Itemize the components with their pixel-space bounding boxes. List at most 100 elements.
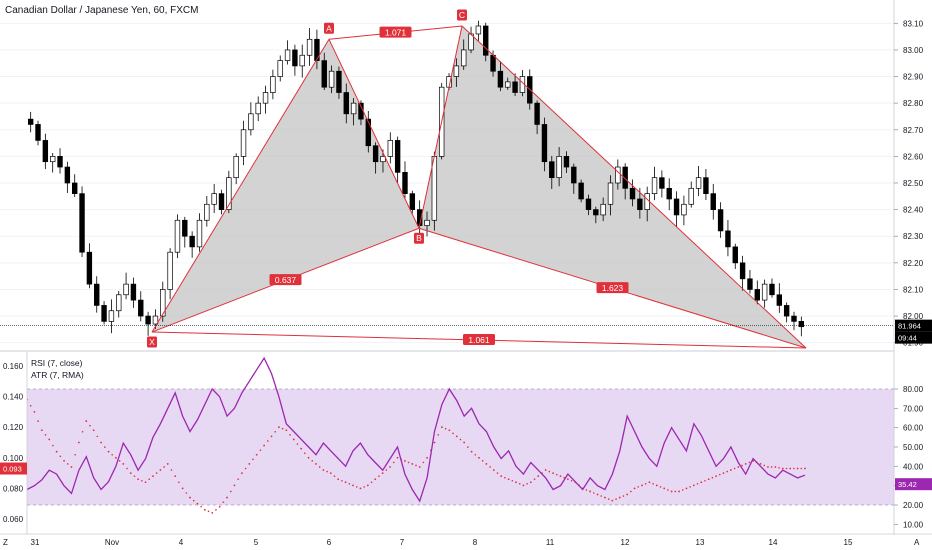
ratio-label-bcd: 1.623 <box>596 282 629 294</box>
indicator-pane[interactable]: RSI (7, close) ATR (7, RMA) <box>26 356 894 514</box>
auto-scale-button[interactable]: A <box>914 538 920 547</box>
timezone-button[interactable]: Z <box>3 538 8 547</box>
pattern-lines[interactable]: 0.637 1.071 1.623 1.061 X A B C <box>147 9 807 349</box>
atr-point <box>418 466 421 468</box>
candle-body <box>101 305 107 322</box>
atr-point <box>618 496 621 499</box>
atr-point <box>307 456 310 459</box>
atr-point <box>315 463 317 465</box>
atr-point <box>733 467 736 470</box>
candle-body <box>578 182 584 200</box>
atr-point <box>659 486 662 488</box>
atr-point <box>300 447 303 450</box>
candle-body <box>314 38 320 61</box>
atr-point <box>596 493 599 496</box>
pattern-point-c[interactable]: C <box>457 9 467 21</box>
rsi-band <box>27 389 894 505</box>
price-tick-label: 82.90 <box>903 73 924 82</box>
atr-point <box>40 429 43 432</box>
time-label: 14 <box>769 538 778 547</box>
candle-body <box>138 299 144 317</box>
atr-point <box>463 441 466 444</box>
atr-point <box>718 473 721 476</box>
atr-point <box>785 467 788 470</box>
atr-point <box>37 420 39 422</box>
candle-body <box>798 321 805 328</box>
candle-body <box>710 193 716 210</box>
candle-body <box>343 92 349 115</box>
atr-point <box>459 438 462 441</box>
candle-body <box>233 156 239 179</box>
atr-point <box>178 481 180 484</box>
atr-point <box>796 467 799 470</box>
candle-body <box>350 102 357 115</box>
rsi-tick-label: 70.00 <box>903 404 924 413</box>
pattern-point-letter: C <box>459 10 465 20</box>
atr-point <box>311 460 314 462</box>
atr-legend[interactable]: ATR (7, RMA) <box>31 370 84 380</box>
price-axis[interactable]: 83.10 83.00 82.90 82.80 82.70 82.60 82.50 82.40… <box>893 0 932 534</box>
candle-body <box>321 60 327 88</box>
atr-point <box>548 470 551 473</box>
time-label: 15 <box>844 538 853 547</box>
atr-point <box>270 435 273 438</box>
candle-body <box>72 182 78 194</box>
atr-point <box>296 443 299 445</box>
pattern-point-letter: B <box>416 233 422 243</box>
rsi-legend[interactable]: RSI (7, close) <box>31 358 83 368</box>
candle-body <box>483 25 489 56</box>
price-tick-label: 83.00 <box>903 46 924 55</box>
candle-body <box>783 305 790 317</box>
atr-point <box>363 486 365 488</box>
candle-body <box>695 177 702 189</box>
pattern-point-bg <box>414 232 424 244</box>
atr-point <box>207 510 210 513</box>
price-tick-label: 82.20 <box>903 259 924 268</box>
atr-point <box>152 475 154 478</box>
atr-point <box>267 440 269 442</box>
candle-body <box>123 283 129 296</box>
candle-body <box>248 113 254 131</box>
pattern-point-letter: X <box>149 337 155 347</box>
atr-point <box>452 432 454 435</box>
candle-body <box>277 60 283 77</box>
atr-point <box>55 450 58 453</box>
candle-body <box>306 38 313 56</box>
candle-body <box>717 209 724 232</box>
atr-point <box>630 490 632 493</box>
countdown-badge-text: 09:44 <box>898 334 917 343</box>
time-label: 31 <box>31 538 40 547</box>
atr-point <box>141 479 143 482</box>
atr-point <box>259 449 262 451</box>
pattern-point-b[interactable]: B <box>414 232 424 244</box>
atr-axis[interactable]: 0.160 0.140 0.120 0.100 0.080 0.060 <box>0 352 28 534</box>
ratio-label-xab: 0.637 <box>269 274 302 286</box>
atr-point <box>674 490 677 493</box>
pattern-point-a[interactable]: A <box>324 22 334 34</box>
price-pane[interactable]: 0.637 1.071 1.623 1.061 X A B C Canadian Dollar… <box>0 0 932 350</box>
atr-point <box>341 479 343 482</box>
atr-point <box>126 467 128 470</box>
pattern-point-x[interactable]: X <box>147 336 157 348</box>
atr-point <box>518 483 521 485</box>
atr-point <box>129 472 132 474</box>
candle-body <box>196 219 203 248</box>
atr-point <box>385 469 388 471</box>
atr-point <box>148 478 151 481</box>
atr-tick-label: 0.100 <box>3 454 24 463</box>
atr-point <box>537 475 540 478</box>
atr-point <box>715 475 717 478</box>
price-tick-label: 82.30 <box>903 232 924 241</box>
atr-point <box>433 441 436 444</box>
atr-point <box>252 458 254 461</box>
candle-body <box>394 140 401 173</box>
atr-point <box>655 484 658 487</box>
atr-point <box>678 490 680 493</box>
candle-body <box>651 177 658 194</box>
atr-point <box>726 470 728 473</box>
atr-point <box>555 473 558 476</box>
atr-point <box>511 479 514 482</box>
time-axis[interactable]: 31 Nov 4 5 6 7 8 11 12 13 14 15 Z A <box>0 533 932 550</box>
candle-body <box>571 166 577 184</box>
